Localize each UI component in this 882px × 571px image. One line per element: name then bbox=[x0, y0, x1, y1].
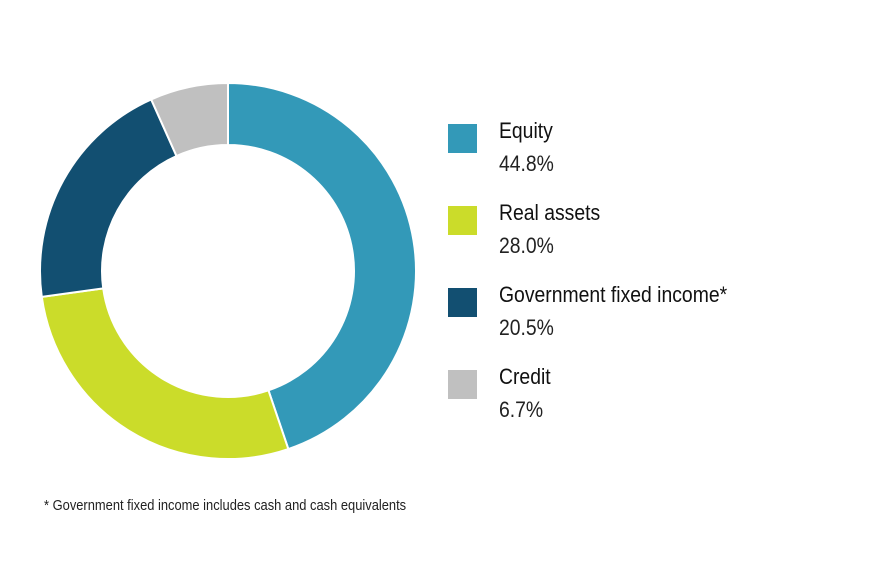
legend-swatch-credit bbox=[448, 370, 477, 399]
legend-value-equity: 44.8% bbox=[499, 151, 554, 176]
footnote: * Government fixed income includes cash … bbox=[44, 497, 407, 514]
legend-value-government-fixed-income: 20.5% bbox=[499, 315, 554, 340]
donut-slice-real-assets bbox=[40, 287, 290, 460]
legend-label-government-fixed-income: Government fixed income* bbox=[499, 282, 728, 307]
legend: Equity 44.8% Real assets 28.0% Governmen… bbox=[448, 118, 868, 446]
donut-slice-equity bbox=[227, 81, 417, 451]
legend-swatch-government-fixed-income bbox=[448, 288, 477, 317]
legend-swatch-real-assets bbox=[448, 206, 477, 235]
donut-chart bbox=[39, 81, 417, 460]
legend-item-credit: Credit 6.7% bbox=[448, 364, 868, 446]
legend-value-real-assets: 28.0% bbox=[499, 233, 554, 258]
legend-item-government-fixed-income: Government fixed income* 20.5% bbox=[448, 282, 868, 364]
donut-slice-government-fixed-income bbox=[39, 98, 178, 299]
legend-label-credit: Credit bbox=[499, 364, 551, 389]
legend-item-real-assets: Real assets 28.0% bbox=[448, 200, 868, 282]
donut-slice-credit bbox=[149, 81, 229, 158]
legend-swatch-equity bbox=[448, 124, 477, 153]
legend-value-credit: 6.7% bbox=[499, 397, 544, 422]
legend-label-real-assets: Real assets bbox=[499, 200, 601, 225]
legend-label-equity: Equity bbox=[499, 118, 553, 143]
legend-item-equity: Equity 44.8% bbox=[448, 118, 868, 200]
